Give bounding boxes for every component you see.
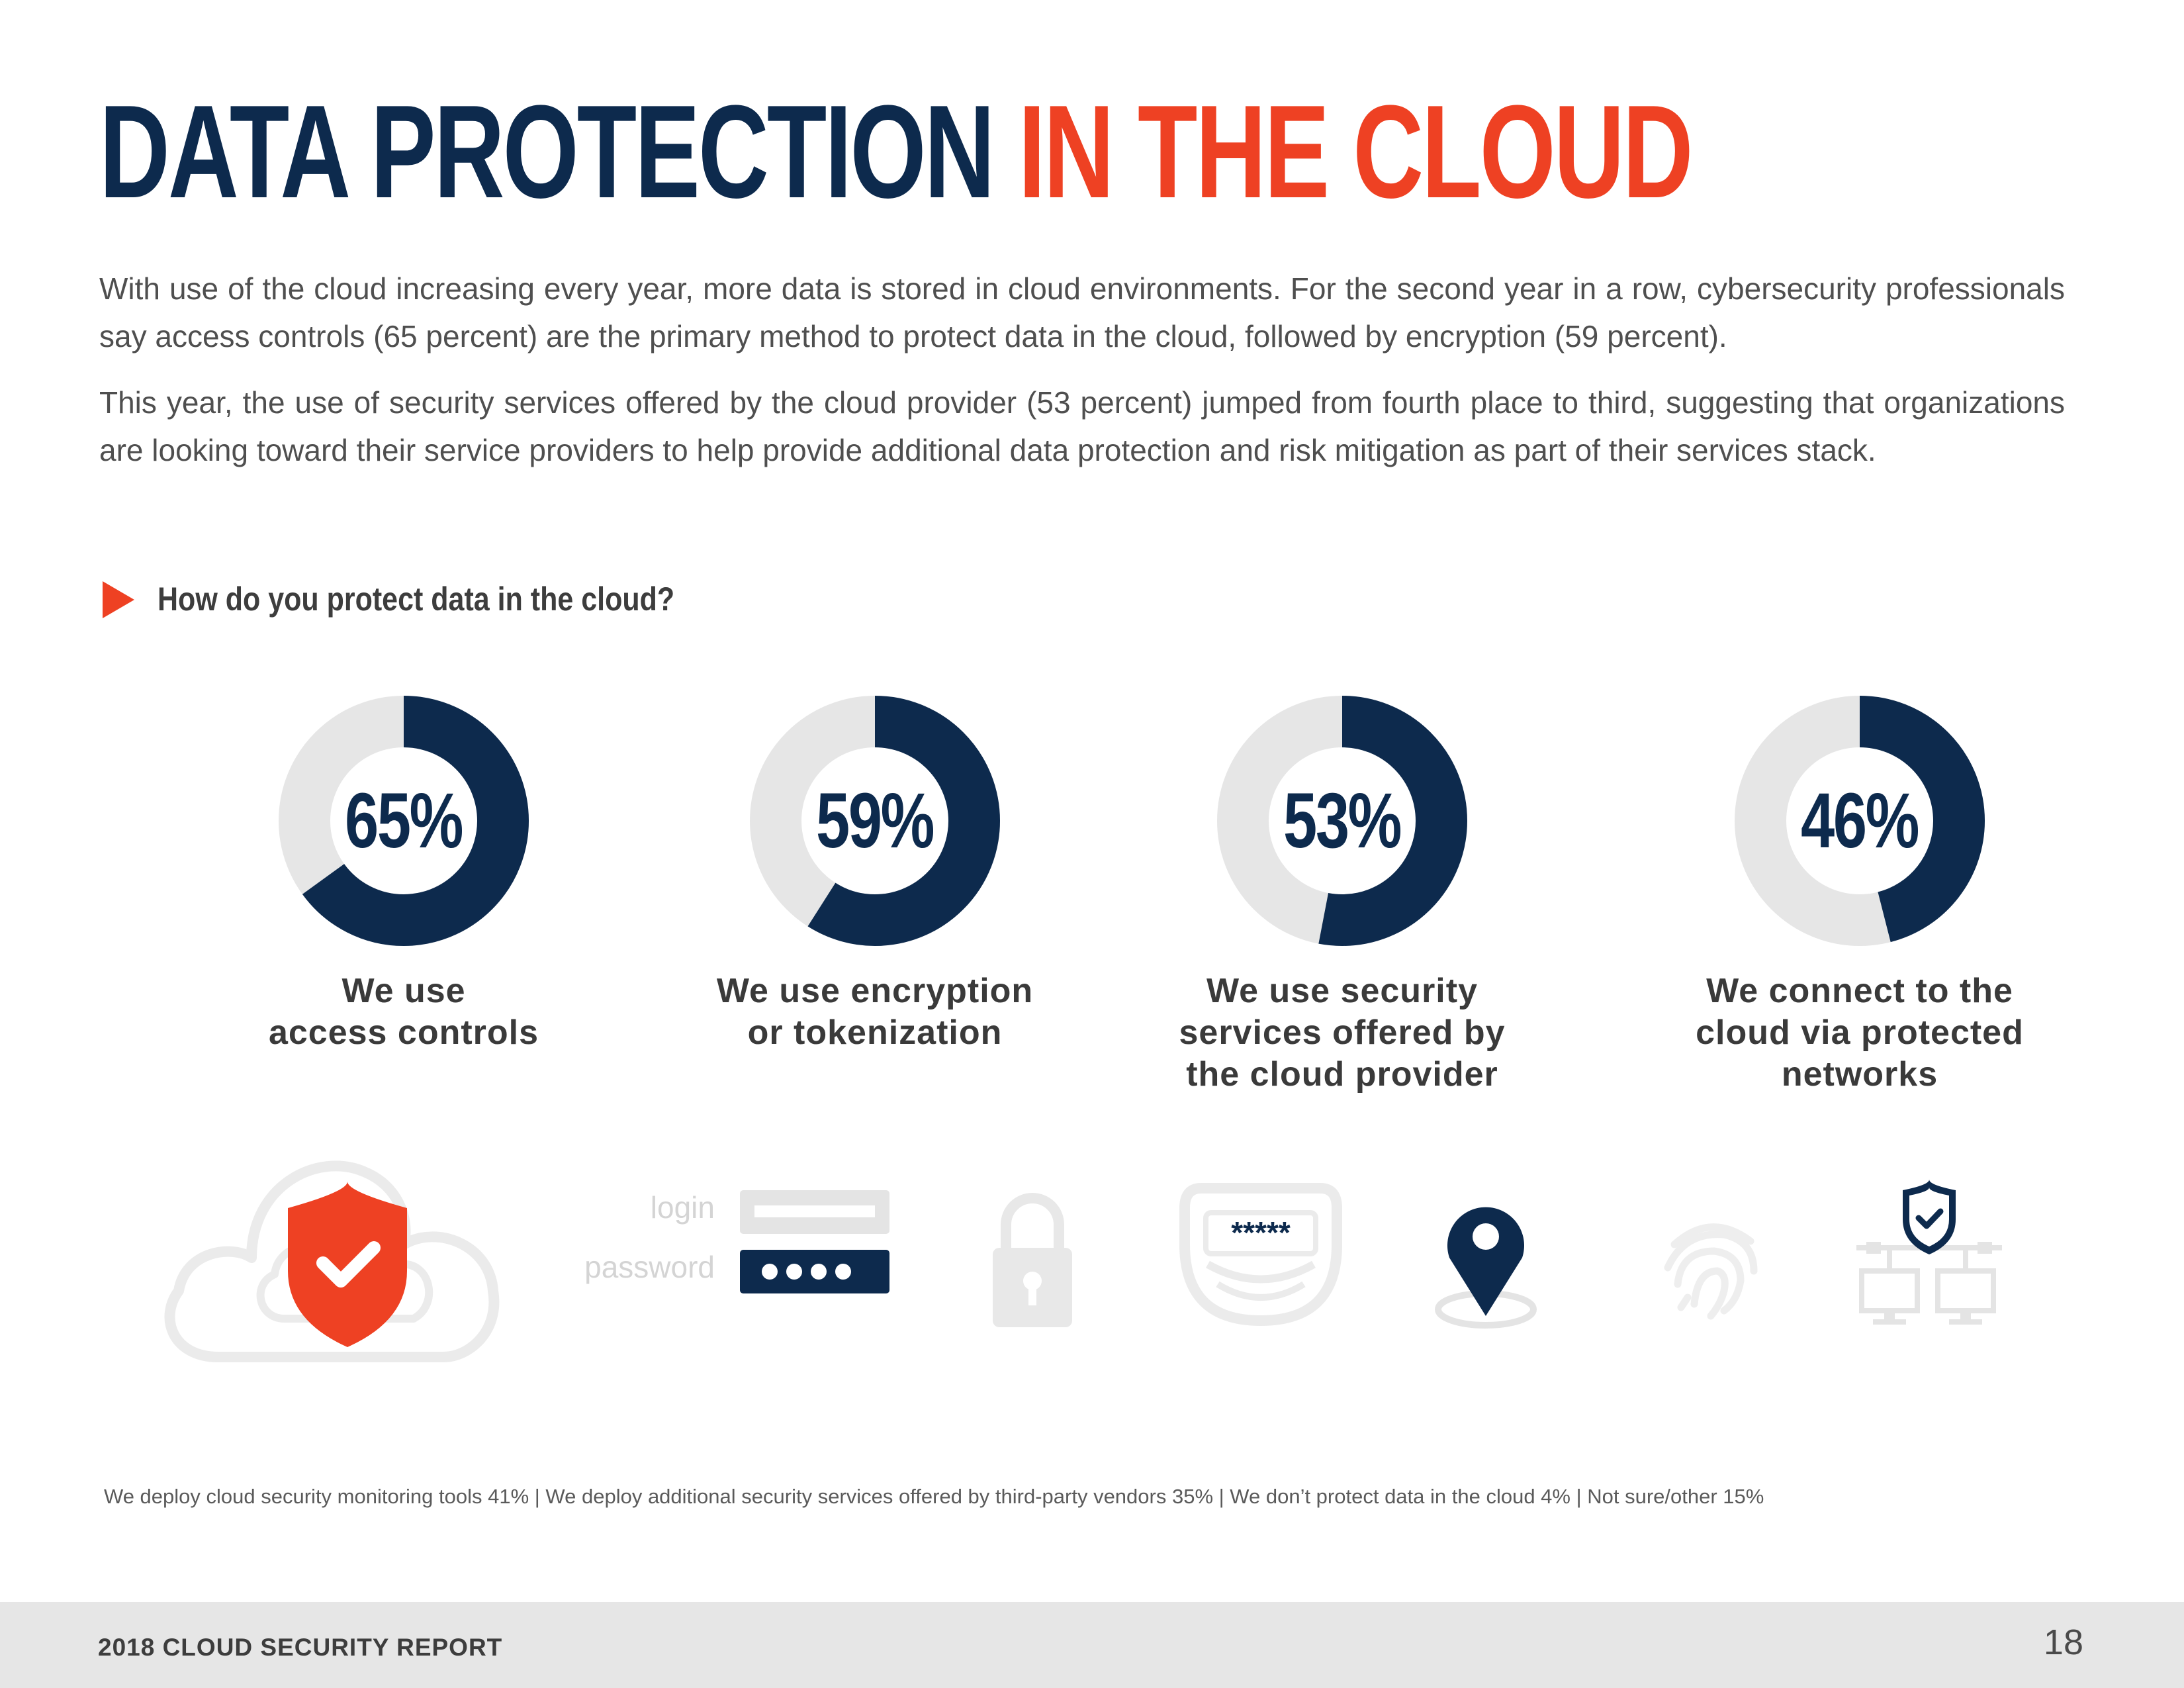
donut-value-label: 53% xyxy=(1283,777,1402,865)
donut-value-label: 65% xyxy=(345,777,464,865)
donut-access-controls: 65% We use access controls xyxy=(199,695,609,1054)
donut-caption-text: We use encryption or tokenization xyxy=(716,972,1034,1052)
donut-caption-text: We connect to the cloud via protected ne… xyxy=(1696,972,2024,1094)
donut-caption: We use access controls xyxy=(199,970,609,1054)
donut-chart xyxy=(1735,696,1985,946)
login-label: login xyxy=(651,1190,715,1225)
donut-caption-text: We use security services offered by the … xyxy=(1179,972,1506,1094)
donut-protected-networks: 46% We connect to the cloud via protecte… xyxy=(1655,695,2065,1096)
donut-caption-text: We use access controls xyxy=(268,972,539,1052)
donut-chart xyxy=(1217,696,1467,946)
donut-value-label: 46% xyxy=(1801,777,1920,865)
donut-provider-services: 53% We use security services offered by … xyxy=(1137,695,1547,1096)
donut-value-arc xyxy=(1217,696,1467,946)
donut-chart xyxy=(279,696,529,946)
password-label: password xyxy=(584,1250,715,1284)
page-footer: 2018 CLOUD SECURITY REPORT 18 xyxy=(0,1602,2184,1688)
page-title: DATA PROTECTION IN THE CLOUD xyxy=(99,86,1694,218)
page-title-part-1: DATA PROTECTION xyxy=(99,78,995,226)
play-arrow-icon xyxy=(103,581,134,618)
donut-value-arc xyxy=(279,696,529,946)
cloud-shield-icon xyxy=(164,1160,500,1362)
masked-password-text: ***** xyxy=(1231,1215,1291,1250)
donut-caption: We connect to the cloud via protected ne… xyxy=(1655,970,2065,1096)
survey-question-text: How do you protect data in the cloud? xyxy=(158,581,675,618)
donut-value-label: 59% xyxy=(816,777,935,865)
report-title: 2018 CLOUD SECURITY REPORT xyxy=(98,1634,503,1661)
login-form-icon: login password xyxy=(584,1190,889,1293)
fingerprint-icon xyxy=(1664,1223,1758,1320)
network-shield-icon xyxy=(1856,1180,2002,1325)
page-title-part-2: IN THE CLOUD xyxy=(1018,78,1694,226)
intro-paragraph-2: This year, the use of security services … xyxy=(99,385,2065,467)
illustration-strip: login password ***** xyxy=(0,1145,2184,1370)
password-field-icon: ***** xyxy=(1179,1183,1342,1327)
donut-value-arc xyxy=(1735,696,1985,946)
donut-caption: We use encryption or tokenization xyxy=(670,970,1080,1054)
donut-chart xyxy=(750,696,1000,946)
donut-encryption: 59% We use encryption or tokenization xyxy=(670,695,1080,1054)
location-pin-icon xyxy=(1435,1207,1537,1329)
page-number: 18 xyxy=(2043,1622,2083,1662)
intro-paragraph-1: With use of the cloud increasing every y… xyxy=(99,271,2065,353)
other-responses-footnote: We deploy cloud security monitoring tool… xyxy=(104,1485,1764,1508)
donut-value-arc xyxy=(750,696,1000,946)
padlock-icon xyxy=(993,1193,1072,1327)
donut-caption: We use security services offered by the … xyxy=(1137,970,1547,1096)
